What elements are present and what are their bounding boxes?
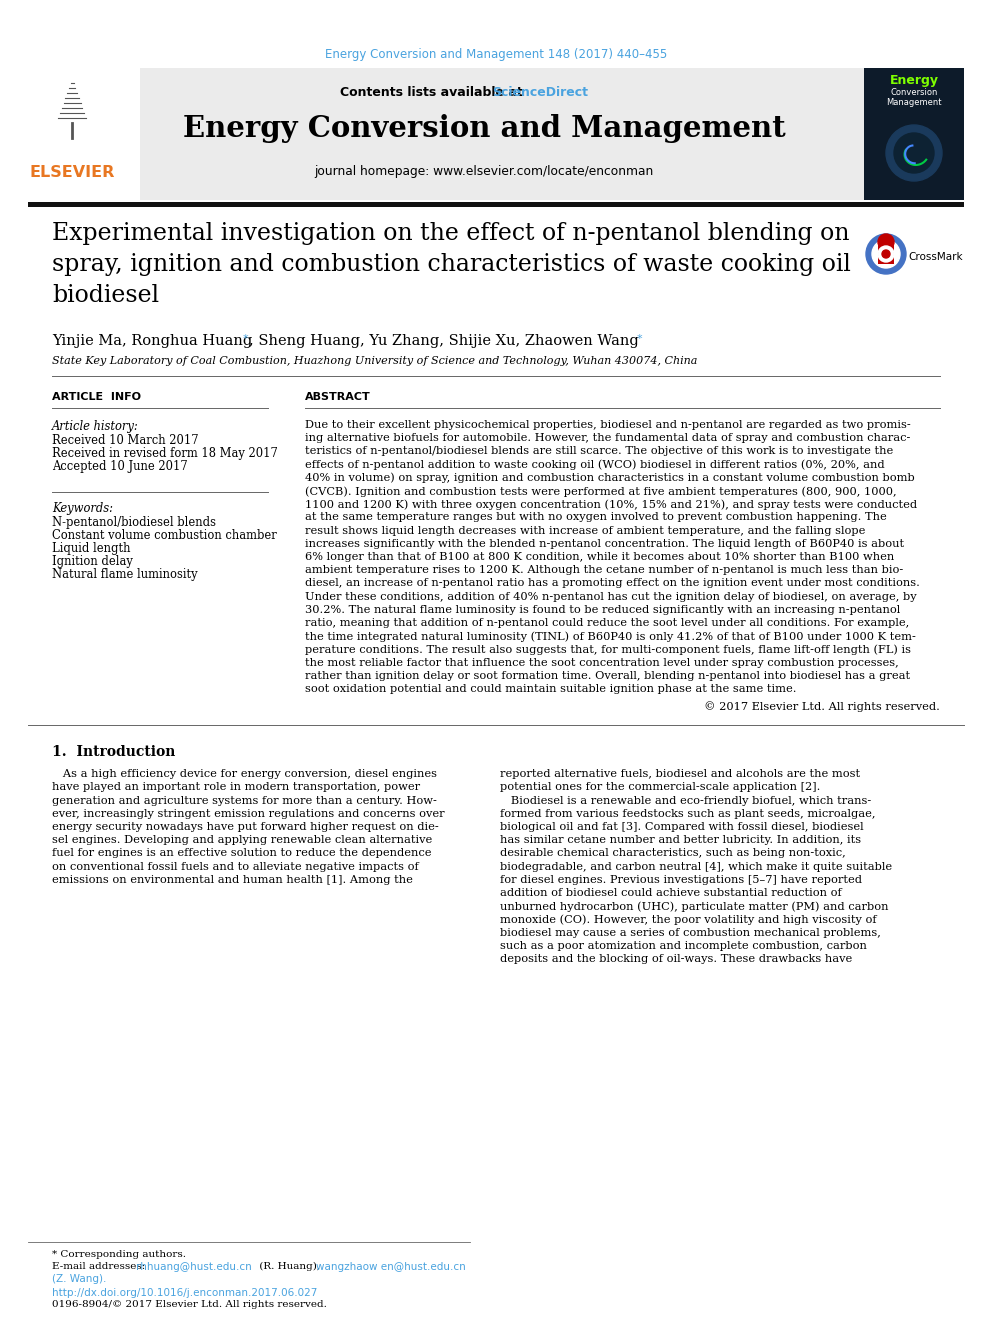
Text: sel engines. Developing and applying renewable clean alternative: sel engines. Developing and applying ren… [52, 835, 433, 845]
Text: Contents lists available at: Contents lists available at [340, 86, 527, 99]
Text: Keywords:: Keywords: [52, 501, 113, 515]
Text: increases significantly with the blended n-pentanol concentration. The liquid le: increases significantly with the blended… [305, 538, 904, 549]
Text: at the same temperature ranges but with no oxygen involved to prevent combustion: at the same temperature ranges but with … [305, 512, 887, 523]
Text: have played an important role in modern transportation, power: have played an important role in modern … [52, 782, 421, 792]
Text: ratio, meaning that addition of n-pentanol could reduce the soot level under all: ratio, meaning that addition of n-pentan… [305, 618, 910, 628]
Text: Received 10 March 2017: Received 10 March 2017 [52, 434, 198, 447]
Text: generation and agriculture systems for more than a century. How-: generation and agriculture systems for m… [52, 795, 436, 806]
Text: Yinjie Ma, Ronghua Huang: Yinjie Ma, Ronghua Huang [52, 333, 252, 348]
Text: addition of biodiesel could achieve substantial reduction of: addition of biodiesel could achieve subs… [500, 888, 842, 898]
Text: N-pentanol/biodiesel blends: N-pentanol/biodiesel blends [52, 516, 216, 529]
Circle shape [882, 250, 890, 258]
Text: ELSEVIER: ELSEVIER [30, 165, 115, 180]
Text: Due to their excellent physicochemical properties, biodiesel and n-pentanol are : Due to their excellent physicochemical p… [305, 419, 911, 430]
Text: © 2017 Elsevier Ltd. All rights reserved.: © 2017 Elsevier Ltd. All rights reserved… [704, 701, 940, 712]
Circle shape [878, 246, 894, 262]
Text: effects of n-pentanol addition to waste cooking oil (WCO) biodiesel in different: effects of n-pentanol addition to waste … [305, 459, 885, 470]
Text: Energy Conversion and Management: Energy Conversion and Management [183, 114, 786, 143]
Text: emissions on environmental and human health [1]. Among the: emissions on environmental and human hea… [52, 875, 413, 885]
Text: Management: Management [886, 98, 941, 107]
Text: reported alternative fuels, biodiesel and alcohols are the most: reported alternative fuels, biodiesel an… [500, 769, 860, 779]
Text: perature conditions. The result also suggests that, for multi-component fuels, f: perature conditions. The result also sug… [305, 644, 911, 655]
Text: energy security nowadays have put forward higher request on die-: energy security nowadays have put forwar… [52, 822, 438, 832]
Text: result shows liquid length decreases with increase of ambient temperature, and t: result shows liquid length decreases wit… [305, 525, 865, 536]
Text: the most reliable factor that influence the soot concentration level under spray: the most reliable factor that influence … [305, 658, 899, 668]
Text: desirable chemical characteristics, such as being non-toxic,: desirable chemical characteristics, such… [500, 848, 846, 859]
Text: ambient temperature rises to 1200 K. Although the cetane number of n-pentanol is: ambient temperature rises to 1200 K. Alt… [305, 565, 904, 576]
Text: *: * [637, 333, 643, 344]
Circle shape [886, 124, 942, 181]
Text: rhhuang@hust.edu.cn: rhhuang@hust.edu.cn [136, 1262, 252, 1271]
Text: Ignition delay: Ignition delay [52, 556, 133, 568]
Bar [878, 242, 894, 265]
Text: State Key Laboratory of Coal Combustion, Huazhong University of Science and Tech: State Key Laboratory of Coal Combustion,… [52, 356, 697, 366]
Text: wangzhaow en@hust.edu.cn: wangzhaow en@hust.edu.cn [316, 1262, 466, 1271]
Text: biological oil and fat [3]. Compared with fossil diesel, biodiesel: biological oil and fat [3]. Compared wit… [500, 822, 864, 832]
Text: , Sheng Huang, Yu Zhang, Shijie Xu, Zhaowen Wang: , Sheng Huang, Yu Zhang, Shijie Xu, Zhao… [249, 333, 639, 348]
Text: http://dx.doi.org/10.1016/j.enconman.2017.06.027: http://dx.doi.org/10.1016/j.enconman.201… [52, 1289, 317, 1298]
Text: deposits and the blocking of oil-ways. These drawbacks have: deposits and the blocking of oil-ways. T… [500, 954, 852, 964]
Text: biodegradable, and carbon neutral [4], which make it quite suitable: biodegradable, and carbon neutral [4], w… [500, 861, 892, 872]
Text: teristics of n-pentanol/biodiesel blends are still scarce. The objective of this: teristics of n-pentanol/biodiesel blends… [305, 446, 893, 456]
Text: potential ones for the commercial-scale application [2].: potential ones for the commercial-scale … [500, 782, 820, 792]
Text: ScienceDirect: ScienceDirect [492, 86, 588, 99]
Text: 40% in volume) on spray, ignition and combustion characteristics in a constant v: 40% in volume) on spray, ignition and co… [305, 472, 915, 483]
Text: such as a poor atomization and incomplete combustion, carbon: such as a poor atomization and incomplet… [500, 941, 867, 951]
Text: E-mail addresses:: E-mail addresses: [52, 1262, 149, 1271]
Text: 1100 and 1200 K) with three oxygen concentration (10%, 15% and 21%), and spray t: 1100 and 1200 K) with three oxygen conce… [305, 499, 918, 509]
Text: journal homepage: www.elsevier.com/locate/enconman: journal homepage: www.elsevier.com/locat… [314, 165, 654, 179]
Bar [28, 67, 140, 200]
Text: Energy Conversion and Management 148 (2017) 440–455: Energy Conversion and Management 148 (20… [324, 48, 668, 61]
Circle shape [894, 134, 934, 173]
Text: the time integrated natural luminosity (TINL) of B60P40 is only 41.2% of that of: the time integrated natural luminosity (… [305, 631, 916, 642]
Bar [28, 67, 864, 200]
Text: ARTICLE  INFO: ARTICLE INFO [52, 392, 141, 402]
Text: (CVCB). Ignition and combustion tests were performed at five ambient temperature: (CVCB). Ignition and combustion tests we… [305, 486, 897, 496]
Text: Accepted 10 June 2017: Accepted 10 June 2017 [52, 460, 187, 474]
Text: diesel, an increase of n-pentanol ratio has a promoting effect on the ignition e: diesel, an increase of n-pentanol ratio … [305, 578, 920, 589]
Circle shape [866, 234, 906, 274]
Bar [864, 67, 964, 200]
Bar [28, 202, 964, 206]
Text: 1.  Introduction: 1. Introduction [52, 745, 176, 759]
Text: soot oxidation potential and could maintain suitable ignition phase at the same : soot oxidation potential and could maint… [305, 684, 797, 695]
Text: Energy: Energy [890, 74, 938, 87]
Text: 0196-8904/© 2017 Elsevier Ltd. All rights reserved.: 0196-8904/© 2017 Elsevier Ltd. All right… [52, 1301, 327, 1308]
Text: Under these conditions, addition of 40% n-pentanol has cut the ignition delay of: Under these conditions, addition of 40% … [305, 591, 917, 602]
Text: Constant volume combustion chamber: Constant volume combustion chamber [52, 529, 277, 542]
Text: CrossMark: CrossMark [908, 251, 962, 262]
Text: Experimental investigation on the effect of n-pentanol blending on
spray, igniti: Experimental investigation on the effect… [52, 222, 851, 307]
Text: ABSTRACT: ABSTRACT [305, 392, 371, 402]
Text: fuel for engines is an effective solution to reduce the dependence: fuel for engines is an effective solutio… [52, 848, 432, 859]
Text: Biodiesel is a renewable and eco-friendly biofuel, which trans-: Biodiesel is a renewable and eco-friendl… [500, 795, 871, 806]
Text: Article history:: Article history: [52, 419, 139, 433]
Text: Conversion: Conversion [890, 89, 937, 97]
Text: 6% longer than that of B100 at 800 K condition, while it becomes about 10% short: 6% longer than that of B100 at 800 K con… [305, 552, 894, 562]
Text: biodiesel may cause a series of combustion mechanical problems,: biodiesel may cause a series of combusti… [500, 927, 881, 938]
Text: As a high efficiency device for energy conversion, diesel engines: As a high efficiency device for energy c… [52, 769, 437, 779]
Text: has similar cetane number and better lubricity. In addition, its: has similar cetane number and better lub… [500, 835, 861, 845]
Text: Liquid length: Liquid length [52, 542, 131, 556]
Text: ever, increasingly stringent emission regulations and concerns over: ever, increasingly stringent emission re… [52, 808, 444, 819]
Text: * Corresponding authors.: * Corresponding authors. [52, 1250, 186, 1259]
Text: Natural flame luminosity: Natural flame luminosity [52, 568, 197, 581]
Text: 30.2%. The natural flame luminosity is found to be reduced significantly with an: 30.2%. The natural flame luminosity is f… [305, 605, 901, 615]
Text: rather than ignition delay or soot formation time. Overall, blending n-pentanol : rather than ignition delay or soot forma… [305, 671, 910, 681]
Text: on conventional fossil fuels and to alleviate negative impacts of: on conventional fossil fuels and to alle… [52, 861, 419, 872]
Text: Received in revised form 18 May 2017: Received in revised form 18 May 2017 [52, 447, 278, 460]
Text: ing alternative biofuels for automobile. However, the fundamental data of spray : ing alternative biofuels for automobile.… [305, 433, 911, 443]
Circle shape [872, 239, 900, 269]
Circle shape [878, 234, 894, 250]
Text: *: * [243, 333, 249, 344]
Text: monoxide (CO). However, the poor volatility and high viscosity of: monoxide (CO). However, the poor volatil… [500, 914, 877, 925]
Text: (Z. Wang).: (Z. Wang). [52, 1274, 106, 1285]
Text: unburned hydrocarbon (UHC), particulate matter (PM) and carbon: unburned hydrocarbon (UHC), particulate … [500, 901, 889, 912]
Text: formed from various feedstocks such as plant seeds, microalgae,: formed from various feedstocks such as p… [500, 808, 876, 819]
Text: (R. Huang),: (R. Huang), [256, 1262, 323, 1271]
Text: for diesel engines. Previous investigations [5–7] have reported: for diesel engines. Previous investigati… [500, 875, 862, 885]
